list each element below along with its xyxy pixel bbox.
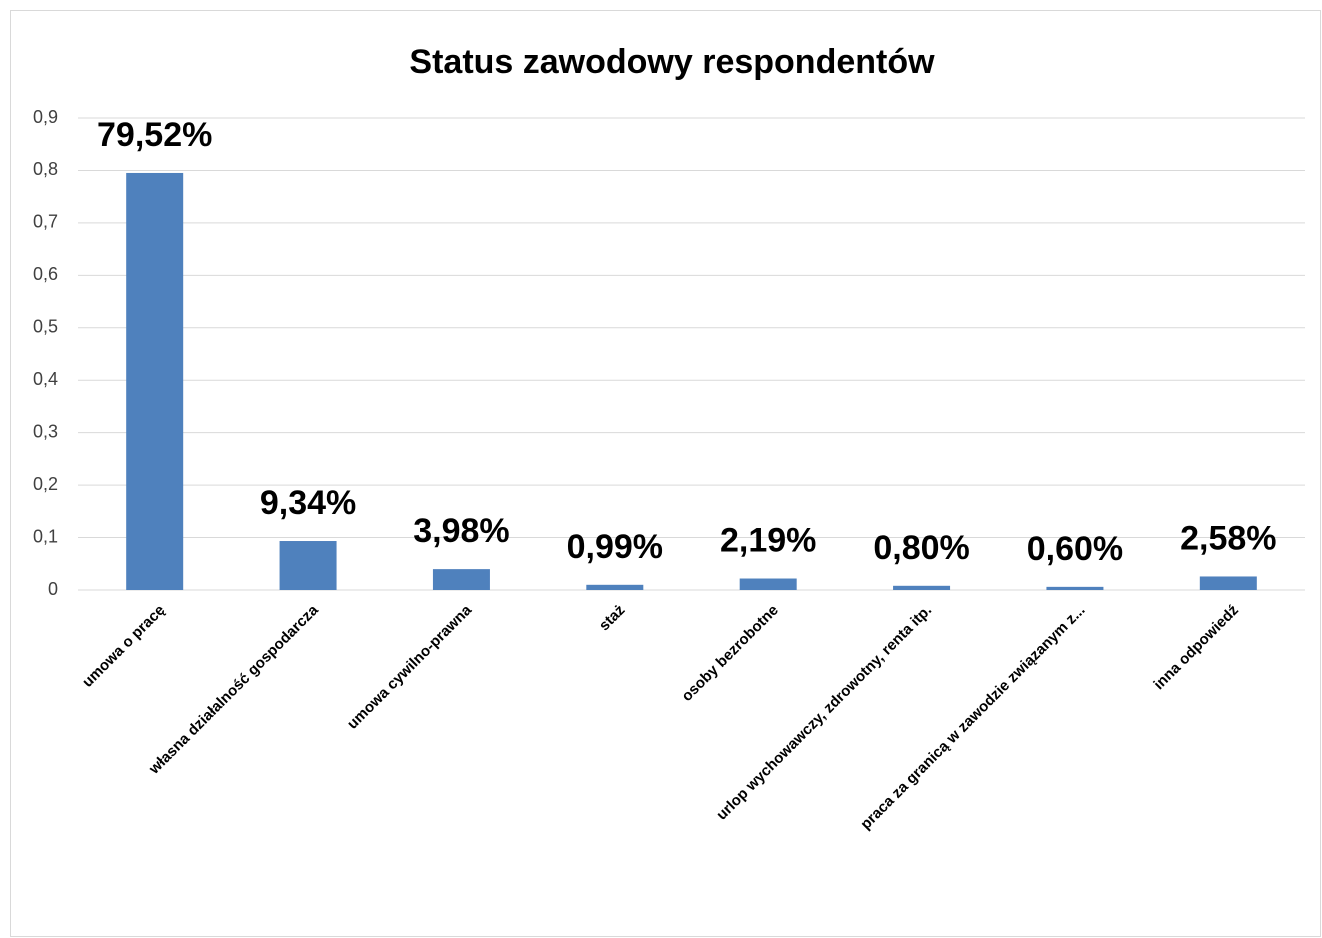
y-tick-label: 0,4 [33,369,58,389]
value-label: 0,60% [1027,530,1123,568]
y-tick-label: 0,2 [33,474,58,494]
y-tick-label: 0,6 [33,264,58,284]
chart-border [10,10,1321,937]
value-label: 0,80% [873,529,969,567]
value-label: 3,98% [413,512,509,550]
y-tick-label: 0,9 [33,107,58,127]
value-label: 0,99% [567,528,663,566]
y-tick-label: 0,5 [33,317,58,337]
bar [893,585,951,590]
value-label: 2,19% [720,521,816,559]
bar [1199,576,1257,590]
value-label: 79,52% [97,116,212,154]
bar [1046,586,1104,590]
bar [739,578,797,590]
bar [586,584,644,590]
bar [432,569,490,590]
value-label: 2,58% [1180,519,1276,557]
value-label: 9,34% [260,484,356,522]
bar [126,172,184,590]
y-tick-label: 0 [48,579,58,599]
y-tick-label: 0,3 [33,421,58,441]
y-tick-label: 0,8 [33,159,58,179]
y-tick-label: 0,7 [33,212,58,232]
chart-title: Status zawodowy respondentów [409,43,935,81]
y-tick-label: 0,1 [33,526,58,546]
bar [279,541,337,590]
